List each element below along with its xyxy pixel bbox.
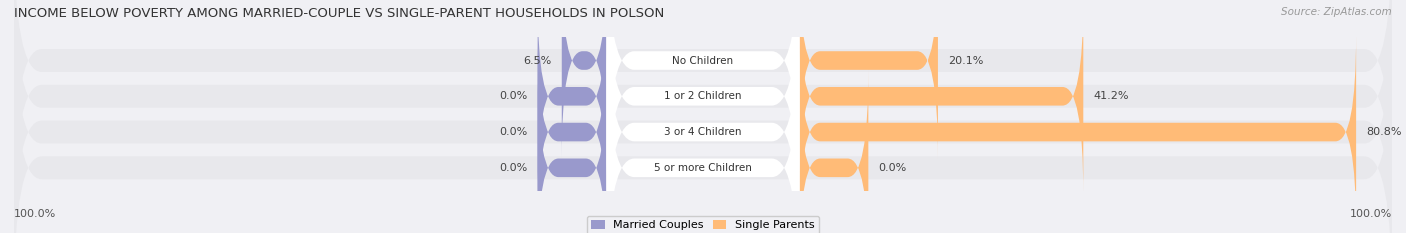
FancyBboxPatch shape	[606, 34, 800, 233]
FancyBboxPatch shape	[606, 0, 800, 194]
Text: 20.1%: 20.1%	[948, 55, 984, 65]
Text: 5 or more Children: 5 or more Children	[654, 163, 752, 173]
Text: Source: ZipAtlas.com: Source: ZipAtlas.com	[1281, 7, 1392, 17]
FancyBboxPatch shape	[562, 0, 606, 158]
FancyBboxPatch shape	[14, 36, 1392, 233]
Text: INCOME BELOW POVERTY AMONG MARRIED-COUPLE VS SINGLE-PARENT HOUSEHOLDS IN POLSON: INCOME BELOW POVERTY AMONG MARRIED-COUPL…	[14, 7, 664, 20]
FancyBboxPatch shape	[537, 0, 606, 194]
Legend: Married Couples, Single Parents: Married Couples, Single Parents	[586, 216, 820, 233]
FancyBboxPatch shape	[537, 70, 606, 233]
Text: 0.0%: 0.0%	[499, 163, 527, 173]
FancyBboxPatch shape	[14, 0, 1392, 228]
FancyBboxPatch shape	[14, 0, 1392, 233]
Text: 6.5%: 6.5%	[523, 55, 551, 65]
FancyBboxPatch shape	[606, 0, 800, 230]
FancyBboxPatch shape	[14, 0, 1392, 192]
Text: 0.0%: 0.0%	[499, 127, 527, 137]
Text: 41.2%: 41.2%	[1094, 91, 1129, 101]
Text: 0.0%: 0.0%	[499, 91, 527, 101]
Text: 80.8%: 80.8%	[1367, 127, 1402, 137]
Text: 1 or 2 Children: 1 or 2 Children	[664, 91, 742, 101]
FancyBboxPatch shape	[800, 0, 1083, 194]
FancyBboxPatch shape	[800, 34, 1357, 230]
FancyBboxPatch shape	[800, 70, 869, 233]
Text: 0.0%: 0.0%	[879, 163, 907, 173]
Text: 100.0%: 100.0%	[14, 209, 56, 219]
FancyBboxPatch shape	[606, 0, 800, 233]
Text: 100.0%: 100.0%	[1350, 209, 1392, 219]
Text: No Children: No Children	[672, 55, 734, 65]
FancyBboxPatch shape	[537, 34, 606, 230]
FancyBboxPatch shape	[800, 0, 938, 158]
Text: 3 or 4 Children: 3 or 4 Children	[664, 127, 742, 137]
